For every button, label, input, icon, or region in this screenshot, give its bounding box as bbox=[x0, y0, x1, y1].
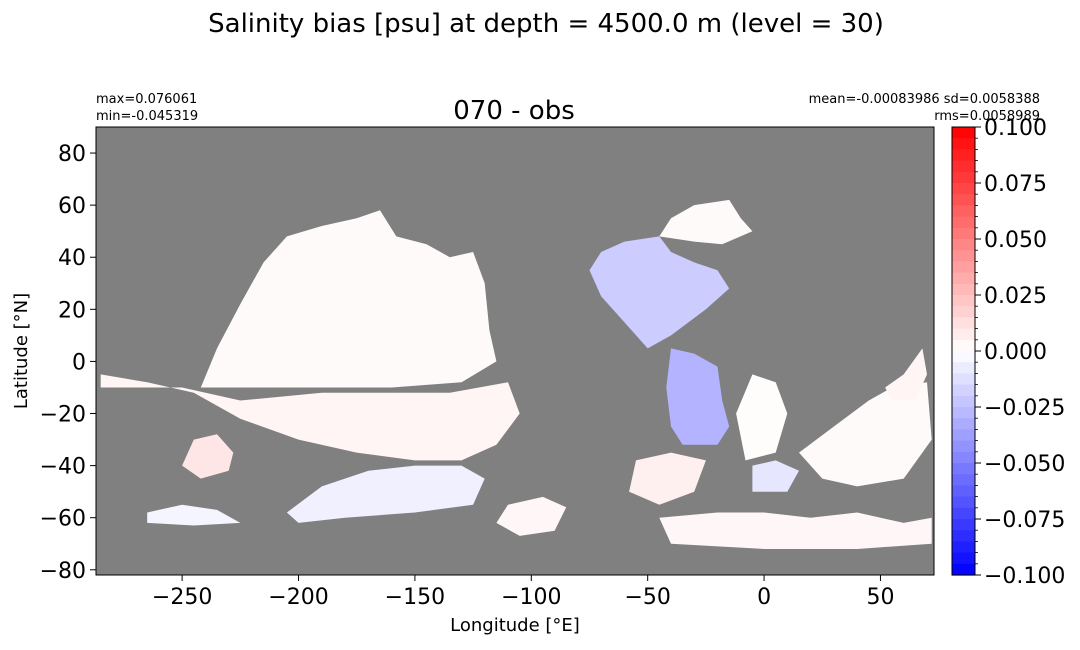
region-drake bbox=[496, 496, 567, 536]
colorbar-level bbox=[952, 563, 975, 576]
colorbar-ticks: −0.100 −0.075 −0.050 −0.025 0.000 0.025 0.050 0… bbox=[975, 116, 1065, 589]
region-indian-east bbox=[752, 460, 799, 492]
colorbar-level bbox=[952, 239, 975, 251]
region-indian bbox=[799, 382, 932, 487]
region-tasman bbox=[182, 434, 234, 479]
colorbar-level bbox=[952, 339, 975, 352]
stats-rms-label: rms=0.0058989 bbox=[934, 109, 1040, 124]
x-axis-ticks: −250 −200 −150 −100 −50 0 50 bbox=[152, 575, 894, 610]
x-tick-label: −200 bbox=[268, 585, 328, 610]
colorbar-level bbox=[952, 373, 975, 386]
colorbar-level bbox=[952, 306, 975, 318]
colorbar-level bbox=[952, 127, 975, 139]
y-tick-label: 60 bbox=[58, 194, 86, 219]
colorbar-level bbox=[952, 440, 975, 453]
y-tick-label: −80 bbox=[40, 559, 86, 584]
colorbar-tick-label: −0.100 bbox=[984, 564, 1065, 589]
colorbar-tick-label: −0.025 bbox=[984, 396, 1065, 421]
stats-min-label: min=-0.045319 bbox=[96, 109, 198, 124]
colorbar-tick-label: 0.050 bbox=[984, 228, 1047, 253]
y-tick-label: −40 bbox=[40, 455, 86, 480]
colorbar-tick-label: −0.050 bbox=[984, 452, 1065, 477]
colorbar-tick-label: 0.075 bbox=[984, 172, 1047, 197]
colorbar-level bbox=[952, 283, 975, 296]
region-arabian bbox=[885, 348, 927, 401]
colorbar-level bbox=[952, 530, 975, 542]
y-tick-label: 40 bbox=[58, 246, 86, 271]
region-angola bbox=[736, 374, 788, 461]
x-tick-label: −100 bbox=[501, 585, 561, 610]
colorbar-level bbox=[952, 194, 975, 206]
colorbar-level bbox=[952, 272, 975, 285]
colorbar-level bbox=[952, 418, 975, 430]
region-south-indian-west bbox=[147, 504, 241, 526]
colorbar-level bbox=[952, 160, 975, 173]
colorbar-level bbox=[952, 496, 975, 509]
colorbar-level bbox=[952, 362, 975, 374]
y-tick-label: −60 bbox=[40, 507, 86, 532]
stats-max-label: max=0.076061 bbox=[96, 92, 197, 107]
plot-area-frame bbox=[95, 126, 935, 576]
colorbar-tick-label: 0.025 bbox=[984, 284, 1047, 309]
colorbar-level bbox=[952, 474, 975, 486]
colorbar-level bbox=[952, 216, 975, 229]
region-pacific-north bbox=[200, 210, 497, 388]
colorbar-level bbox=[952, 451, 975, 464]
region-argentine bbox=[629, 452, 706, 505]
colorbar-level bbox=[952, 250, 975, 262]
colorbar-level bbox=[952, 463, 975, 475]
colorbar-level bbox=[952, 485, 975, 498]
x-tick-label: −250 bbox=[152, 585, 212, 610]
x-tick-label: −50 bbox=[624, 585, 670, 610]
colorbar bbox=[952, 127, 975, 576]
x-tick-label: 0 bbox=[757, 585, 771, 610]
colorbar-level bbox=[952, 261, 975, 274]
region-north-atlantic bbox=[589, 236, 730, 349]
x-tick-label: 50 bbox=[866, 585, 894, 610]
colorbar-level bbox=[952, 171, 975, 184]
region-nordic bbox=[659, 199, 753, 245]
region-south-atlantic bbox=[666, 348, 730, 445]
colorbar-level bbox=[952, 384, 975, 397]
colorbar-level bbox=[952, 295, 975, 307]
colorbar-level bbox=[952, 519, 975, 531]
colorbar-level bbox=[952, 138, 975, 150]
colorbar-tick-label: −0.075 bbox=[984, 508, 1065, 533]
y-axis-label: Latitude [°N] bbox=[11, 293, 32, 409]
colorbar-level bbox=[952, 407, 975, 419]
y-axis-ticks: −80 −60 −40 −20 0 20 40 60 80 bbox=[40, 142, 96, 584]
region-antarctic bbox=[659, 512, 932, 549]
colorbar-level bbox=[952, 507, 975, 520]
colorbar-tick-label: 0.100 bbox=[984, 116, 1047, 141]
y-tick-label: 0 bbox=[72, 350, 86, 375]
colorbar-level bbox=[952, 328, 975, 341]
ocean-regions bbox=[100, 199, 932, 549]
y-tick-label: −20 bbox=[40, 403, 86, 428]
x-tick-label: −150 bbox=[385, 585, 445, 610]
colorbar-tick-label: 0.000 bbox=[984, 340, 1047, 365]
region-pacific-south bbox=[100, 374, 520, 461]
figure-suptitle: Salinity bias [psu] at depth = 4500.0 m … bbox=[208, 9, 884, 39]
y-tick-label: 20 bbox=[58, 298, 86, 323]
colorbar-level bbox=[952, 317, 975, 330]
colorbar-level bbox=[952, 227, 975, 240]
colorbar-level bbox=[952, 395, 975, 408]
y-tick-label: 80 bbox=[58, 142, 86, 167]
colorbar-level bbox=[952, 429, 975, 442]
colorbar-level bbox=[952, 552, 975, 565]
region-southern-pacific bbox=[286, 465, 485, 523]
colorbar-level bbox=[952, 541, 975, 554]
chart-title: 070 - obs bbox=[453, 96, 575, 126]
colorbar-level bbox=[952, 183, 975, 195]
stats-mean-sd-label: mean=-0.00083986 sd=0.0058388 bbox=[809, 92, 1040, 107]
x-axis-label: Longitude [°E] bbox=[450, 615, 580, 636]
colorbar-level bbox=[952, 205, 975, 218]
colorbar-level bbox=[952, 351, 975, 363]
colorbar-level bbox=[952, 149, 975, 162]
